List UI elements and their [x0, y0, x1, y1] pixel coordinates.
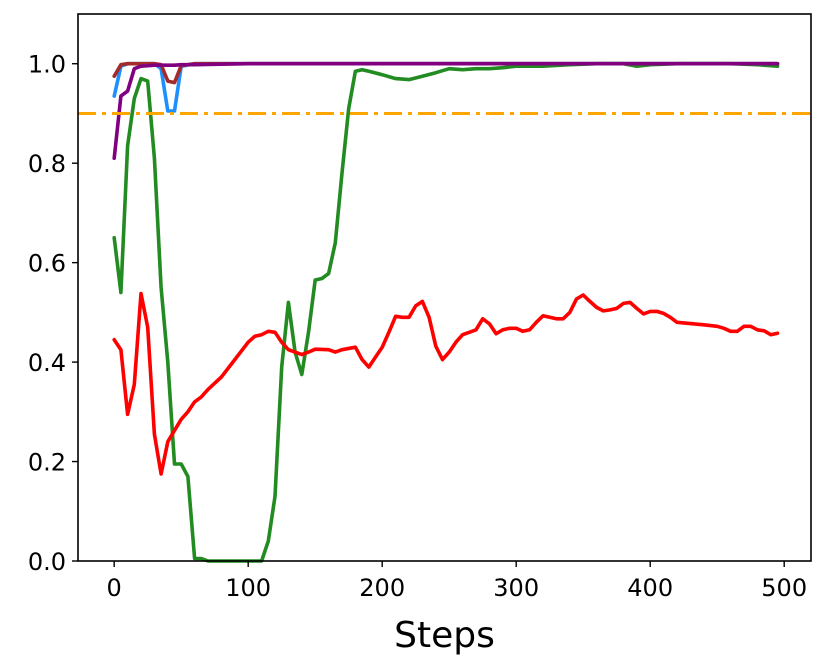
- series-layer: [112, 61, 780, 563]
- series-line-5: [112, 61, 780, 160]
- x-tick-label: 200: [359, 574, 405, 602]
- y-tick-label: 0.0: [28, 548, 66, 576]
- x-tick-label: 0: [107, 574, 122, 602]
- x-tick-label: 500: [761, 574, 807, 602]
- x-axis-title: Steps: [394, 615, 495, 656]
- y-axis-ticks: 0.0 0.2 0.4 0.6 0.8 1.0: [28, 51, 78, 576]
- x-tick-label: 100: [225, 574, 271, 602]
- series-line-4: [112, 291, 780, 476]
- y-tick-label: 1.0: [28, 51, 66, 79]
- x-axis-ticks: 0 100 200 300 400 500: [107, 561, 807, 602]
- series-line-3: [112, 61, 780, 563]
- series-line-2: [112, 61, 780, 85]
- y-tick-label: 0.8: [28, 150, 66, 178]
- y-tick-label: 0.2: [28, 449, 66, 477]
- x-tick-label: 300: [493, 574, 539, 602]
- y-tick-label: 0.4: [28, 349, 66, 377]
- x-tick-label: 400: [627, 574, 673, 602]
- plot-frame: [77, 13, 812, 562]
- y-tick-label: 0.6: [28, 250, 66, 278]
